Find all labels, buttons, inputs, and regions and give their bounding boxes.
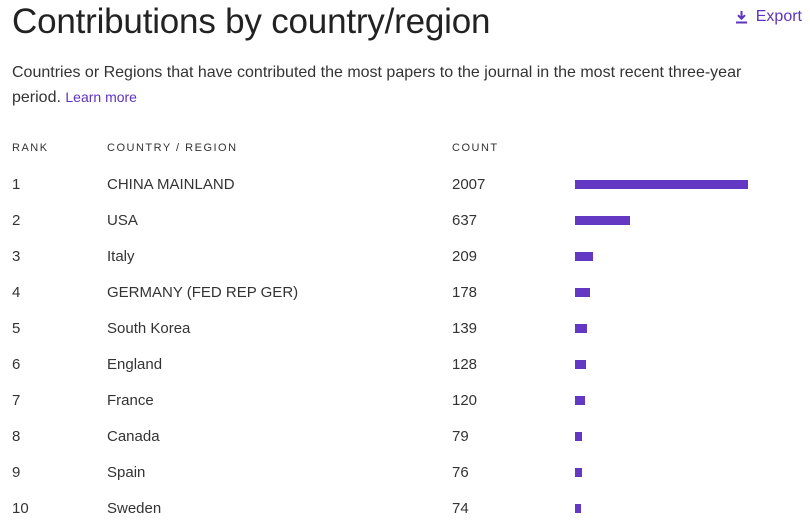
rank-cell: 1 bbox=[12, 176, 21, 193]
count-bar-track bbox=[575, 432, 748, 441]
count-bar-track bbox=[575, 504, 748, 513]
rank-cell: 10 bbox=[12, 500, 29, 517]
count-bar-track bbox=[575, 180, 748, 189]
count-cell: 120 bbox=[452, 392, 478, 409]
country-cell: Spain bbox=[107, 464, 146, 481]
count-cell: 2007 bbox=[452, 176, 486, 193]
table-row: 7 France 120 bbox=[0, 383, 810, 419]
country-cell: England bbox=[107, 356, 163, 373]
count-bar bbox=[575, 504, 581, 513]
count-cell: 209 bbox=[452, 248, 478, 265]
export-label: Export bbox=[755, 8, 802, 25]
rank-cell: 5 bbox=[12, 320, 21, 337]
count-bar bbox=[575, 324, 587, 333]
table-row: 6 England 128 bbox=[0, 347, 810, 383]
rank-cell: 3 bbox=[12, 248, 21, 265]
count-bar-track bbox=[575, 360, 748, 369]
column-header-rank: RANK bbox=[12, 142, 49, 154]
country-cell: CHINA MAINLAND bbox=[107, 176, 235, 193]
count-bar-track bbox=[575, 324, 748, 333]
contributions-table-body: 1 CHINA MAINLAND 2007 2 USA 637 3 Italy 209 4 GERM… bbox=[0, 167, 810, 527]
count-bar bbox=[575, 252, 593, 261]
count-cell: 74 bbox=[452, 500, 469, 517]
count-cell: 178 bbox=[452, 284, 478, 301]
country-cell: France bbox=[107, 392, 154, 409]
country-cell: South Korea bbox=[107, 320, 191, 337]
count-bar bbox=[575, 468, 582, 477]
country-cell: Canada bbox=[107, 428, 160, 445]
rank-cell: 9 bbox=[12, 464, 21, 481]
table-row: 9 Spain 76 bbox=[0, 455, 810, 491]
count-bar-track bbox=[575, 288, 748, 297]
count-bar-track bbox=[575, 396, 748, 405]
count-bar bbox=[575, 360, 586, 369]
country-cell: Italy bbox=[107, 248, 135, 265]
country-cell: Sweden bbox=[107, 500, 162, 517]
count-cell: 139 bbox=[452, 320, 478, 337]
learn-more-link[interactable]: Learn more bbox=[65, 89, 137, 105]
country-cell: GERMANY (FED REP GER) bbox=[107, 284, 299, 301]
count-bar bbox=[575, 396, 585, 405]
rank-cell: 4 bbox=[12, 284, 21, 301]
country-cell: USA bbox=[107, 212, 138, 229]
count-bar bbox=[575, 180, 748, 189]
description-text: Countries or Regions that have contribut… bbox=[12, 64, 742, 106]
count-cell: 79 bbox=[452, 428, 469, 445]
count-cell: 128 bbox=[452, 356, 478, 373]
table-row: 5 South Korea 139 bbox=[0, 311, 810, 347]
rank-cell: 6 bbox=[12, 356, 21, 373]
download-icon bbox=[735, 10, 748, 24]
count-cell: 637 bbox=[452, 212, 478, 229]
rank-cell: 8 bbox=[12, 428, 21, 445]
column-header-country: COUNTRY / REGION bbox=[107, 142, 238, 154]
rank-cell: 2 bbox=[12, 212, 21, 229]
rank-cell: 7 bbox=[12, 392, 21, 409]
count-cell: 76 bbox=[452, 464, 469, 481]
count-bar-track bbox=[575, 216, 748, 225]
table-header: RANK COUNTRY / REGION COUNT bbox=[0, 142, 810, 158]
count-bar bbox=[575, 432, 582, 441]
export-button[interactable]: Export bbox=[735, 8, 802, 26]
table-row: 8 Canada 79 bbox=[0, 419, 810, 455]
column-header-count: COUNT bbox=[452, 142, 499, 154]
count-bar bbox=[575, 216, 630, 225]
table-row: 10 Sweden 74 bbox=[0, 491, 810, 527]
count-bar-track bbox=[575, 252, 748, 261]
table-row: 2 USA 637 bbox=[0, 203, 810, 239]
table-row: 1 CHINA MAINLAND 2007 bbox=[0, 167, 810, 203]
table-row: 4 GERMANY (FED REP GER) 178 bbox=[0, 275, 810, 311]
page-description: Countries or Regions that have contribut… bbox=[12, 60, 782, 110]
page-title: Contributions by country/region bbox=[12, 2, 491, 41]
count-bar-track bbox=[575, 468, 748, 477]
table-row: 3 Italy 209 bbox=[0, 239, 810, 275]
count-bar bbox=[575, 288, 590, 297]
